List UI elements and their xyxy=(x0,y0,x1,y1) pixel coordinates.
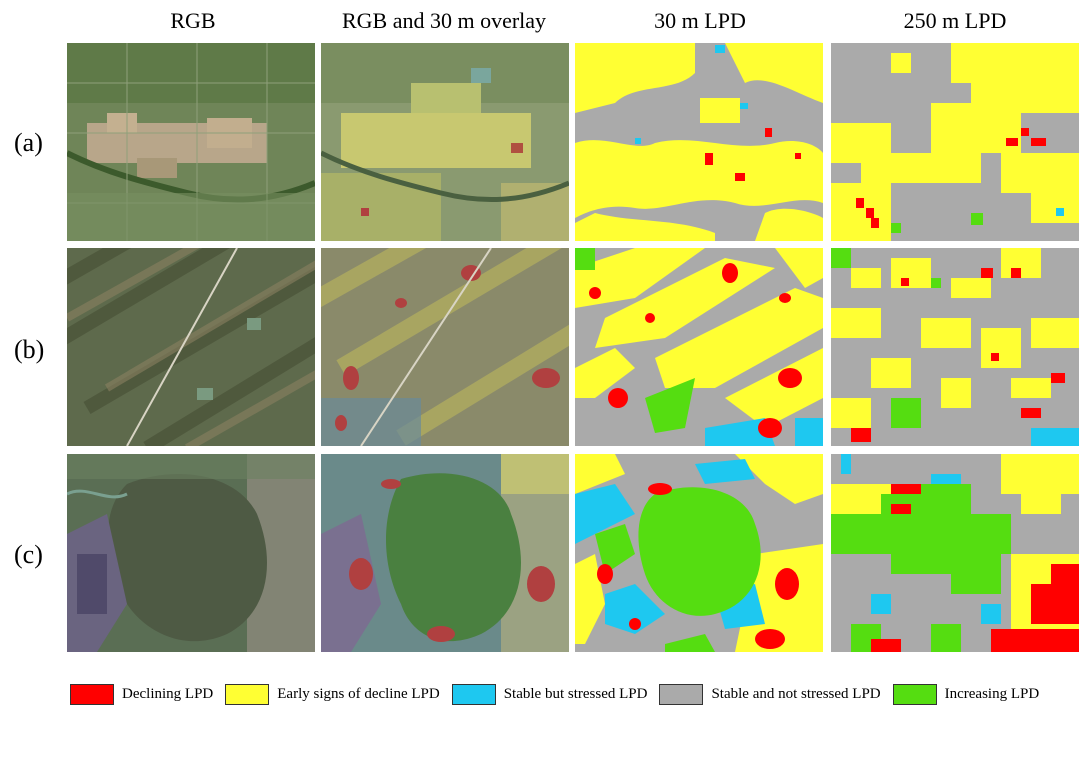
column-header-250m-lpd: 250 m LPD xyxy=(903,8,1007,33)
panel-b-rgb xyxy=(67,248,315,446)
legend-label-stable-stressed: Stable but stressed LPD xyxy=(503,686,648,702)
legend-item-increasing: Increasing LPD xyxy=(892,684,1040,705)
legend-swatch-early-decline xyxy=(225,684,270,705)
row-label-a: (a) xyxy=(14,128,43,157)
legend: Declining LPD Early signs of decline LPD… xyxy=(70,684,1039,705)
legend-swatch-increasing xyxy=(892,684,937,705)
legend-label-early-decline: Early signs of decline LPD xyxy=(277,686,440,702)
panel-a-30m-lpd xyxy=(575,43,823,241)
row-label-c: (c) xyxy=(14,540,43,569)
legend-label-stable-not-stressed: Stable and not stressed LPD xyxy=(711,686,881,702)
panel-a-rgb-overlay xyxy=(321,43,569,241)
legend-label-increasing: Increasing LPD xyxy=(944,686,1040,702)
legend-item-stable-stressed: Stable but stressed LPD xyxy=(451,684,648,705)
legend-item-early-decline: Early signs of decline LPD xyxy=(225,684,440,705)
legend-label-declining: Declining LPD xyxy=(122,686,214,702)
legend-item-stable-not-stressed: Stable and not stressed LPD xyxy=(659,684,881,705)
panel-c-250m-lpd xyxy=(831,454,1079,652)
column-header-rgb: RGB xyxy=(170,8,216,33)
panel-b-30m-lpd xyxy=(575,248,823,446)
panel-c-rgb-overlay xyxy=(321,454,569,652)
panel-b-250m-lpd xyxy=(831,248,1079,446)
panel-c-30m-lpd xyxy=(575,454,823,652)
column-header-rgb-overlay: RGB and 30 m overlay xyxy=(341,8,547,33)
legend-item-declining: Declining LPD xyxy=(70,684,213,705)
row-label-b: (b) xyxy=(14,335,45,364)
legend-swatch-stable-not-stressed xyxy=(659,684,704,705)
legend-swatch-declining xyxy=(70,684,114,705)
legend-swatch-stable-stressed xyxy=(451,684,496,705)
column-header-30m-lpd: 30 m LPD xyxy=(654,8,746,33)
panel-c-rgb xyxy=(67,454,315,652)
panel-b-rgb-overlay xyxy=(321,248,569,446)
panel-a-rgb xyxy=(67,43,315,241)
panel-a-250m-lpd xyxy=(831,43,1079,241)
